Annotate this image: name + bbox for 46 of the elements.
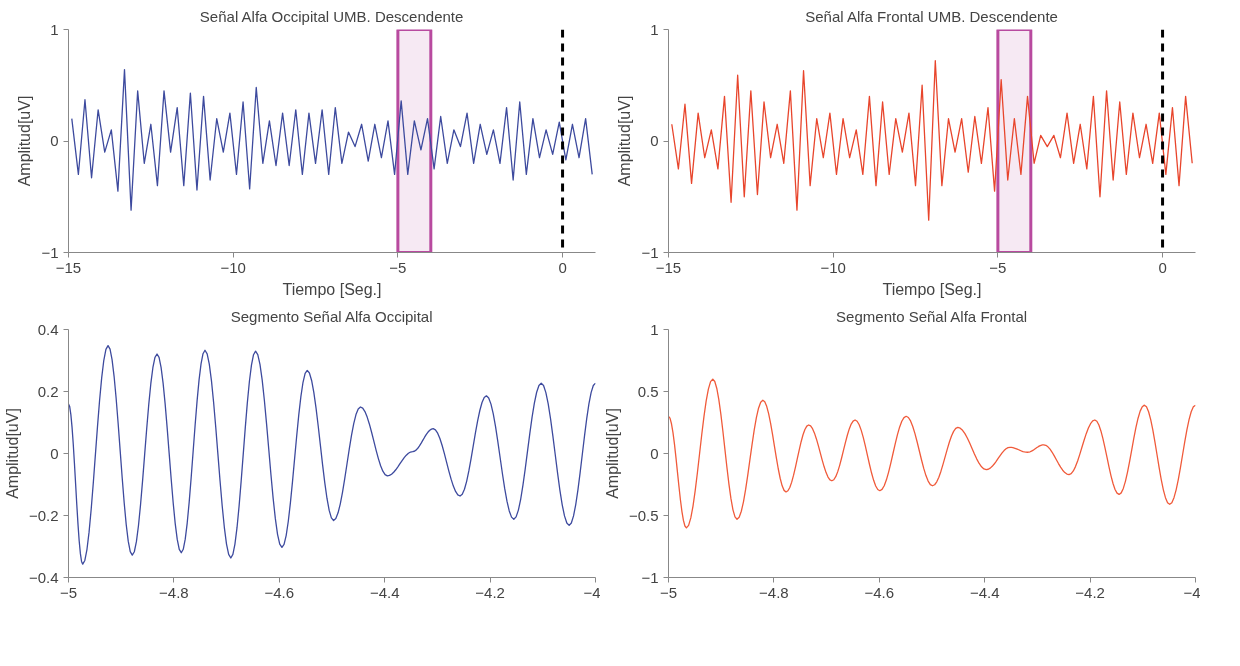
x-tick-label: −10 xyxy=(220,258,246,276)
x-tick-label: −4.6 xyxy=(864,583,895,601)
x-tick-label: −4.2 xyxy=(475,583,505,601)
y-tick-label: 1 xyxy=(50,20,59,38)
x-tick-label: −4.4 xyxy=(369,583,400,601)
chart-title: Segmento Señal Alfa Occipital xyxy=(230,307,433,325)
x-tick-label: −4 xyxy=(1183,583,1201,601)
x-tick-label: −4.2 xyxy=(1075,583,1105,601)
y-tick-label: 1 xyxy=(650,20,659,38)
chart-title: Segmento Señal Alfa Frontal xyxy=(836,307,1028,325)
y-tick-label: 1 xyxy=(650,320,659,338)
y-tick-label: −1 xyxy=(641,243,659,261)
y-tick-label: 0.4 xyxy=(37,320,59,338)
y-tick-label: −0.5 xyxy=(628,506,659,524)
y-axis-title: Amplitud[uV] xyxy=(3,408,21,499)
x-tick-label: 0 xyxy=(558,258,567,276)
y-tick-label: −1 xyxy=(41,243,59,261)
x-tick-label: −15 xyxy=(655,258,682,276)
y-tick-label: 0.5 xyxy=(637,382,659,400)
y-axis-title: Amplitud[uV] xyxy=(16,95,34,187)
y-tick-label: 0 xyxy=(50,132,59,149)
y-axis-title: Amplitud[uV] xyxy=(603,408,621,499)
y-tick-label: −0.2 xyxy=(28,506,59,524)
x-tick-label: −4.4 xyxy=(969,583,1000,601)
y-tick-label: 0.2 xyxy=(37,382,59,400)
x-tick-label: −4 xyxy=(583,583,601,601)
chart-title: Señal Alfa Occipital UMB. Descendente xyxy=(199,7,464,25)
x-tick-label: −5 xyxy=(59,583,78,601)
x-tick-label: −10 xyxy=(820,258,846,276)
x-axis-title: Tiempo [Seg.] xyxy=(882,280,982,298)
y-tick-label: 0 xyxy=(650,132,659,149)
y-tick-label: 0 xyxy=(650,444,659,462)
x-tick-label: −5 xyxy=(989,258,1007,276)
x-tick-label: −4.6 xyxy=(264,583,295,601)
x-tick-label: −5 xyxy=(659,583,678,601)
x-tick-label: −15 xyxy=(55,258,82,276)
y-axis-title: Amplitud[uV] xyxy=(616,95,634,187)
y-tick-label: −0.4 xyxy=(28,568,59,586)
y-tick-label: 0 xyxy=(50,444,59,462)
y-tick-label: −1 xyxy=(641,568,659,586)
chart-title: Señal Alfa Frontal UMB. Descendente xyxy=(805,7,1058,25)
x-tick-label: −4.8 xyxy=(159,583,189,601)
x-tick-label: 0 xyxy=(1158,258,1167,276)
x-tick-label: −4.8 xyxy=(759,583,789,601)
x-axis-title: Tiempo [Seg.] xyxy=(282,280,382,298)
x-tick-label: −5 xyxy=(389,258,407,276)
